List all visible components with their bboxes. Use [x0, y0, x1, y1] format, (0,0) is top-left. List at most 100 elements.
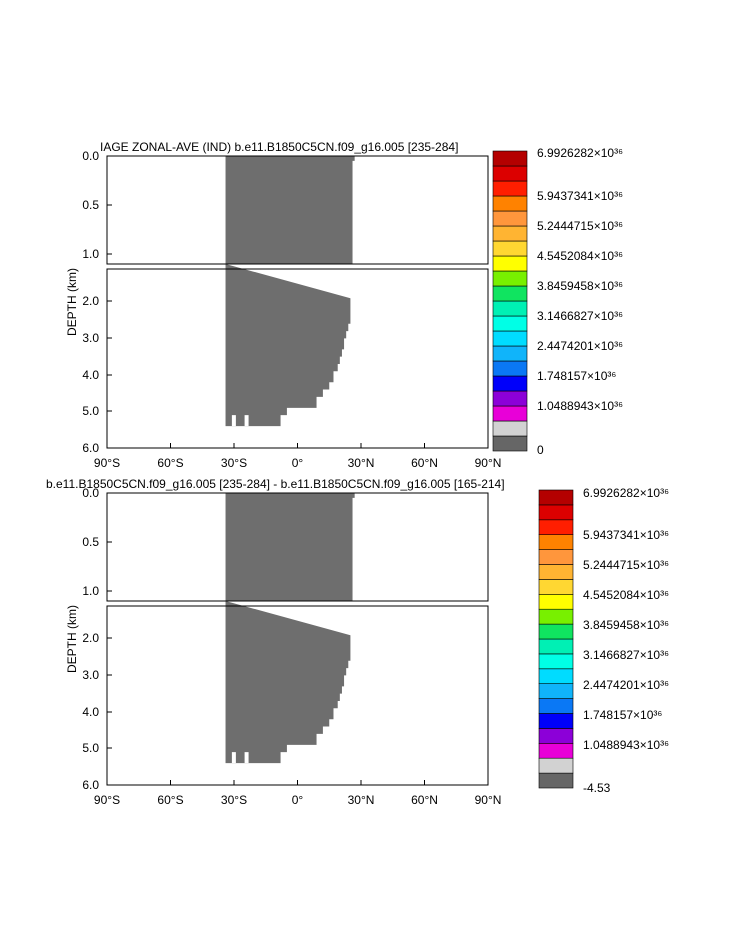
colorbar-box: [492, 315, 528, 332]
colorbar-box: [538, 593, 574, 610]
colorbar-box: [538, 653, 574, 670]
colorbar-box: [538, 519, 574, 535]
colorbar-label: 5.2444715×10³⁶: [537, 219, 623, 233]
panel-title: IAGE ZONAL-AVE (IND) b.e11.B1850C5CN.f09…: [100, 140, 458, 154]
y-ticks-lower: 2.0 3.0 4.0 5.0 6.0: [82, 631, 112, 792]
colorbar-box: [492, 195, 528, 212]
colorbar-box: [492, 180, 528, 197]
y-tick-label: 1.0: [82, 247, 99, 261]
colorbar-box: [492, 390, 528, 407]
bottom-notch: [231, 415, 236, 427]
y-tick-label: 5.0: [82, 741, 99, 755]
y-tick-label: 0.5: [82, 535, 99, 549]
colorbar-label: 0: [537, 443, 544, 457]
colorbar-box: [492, 150, 528, 167]
colorbar: [538, 489, 574, 789]
colorbar-label: 3.1466827×10³⁶: [583, 648, 669, 662]
colorbar-box: [492, 240, 528, 257]
colorbar-label: -4.53: [583, 781, 611, 795]
colorbar-box: [538, 713, 574, 729]
colorbar-label: 3.8459458×10³⁶: [583, 618, 669, 632]
x-tick-label: 90°N: [475, 793, 502, 807]
shaded-region-upper: [225, 156, 355, 264]
y-tick-label: 2.0: [82, 294, 99, 308]
x-tick-label: 0°: [292, 793, 304, 807]
colorbar-label: 1.748157×10³⁶: [537, 369, 616, 383]
x-tick-label: 30°N: [348, 456, 375, 470]
colorbar-box: [492, 435, 528, 452]
colorbar-box: [538, 742, 574, 759]
y-tick-label: 4.0: [82, 705, 99, 719]
colorbar-box: [538, 579, 574, 595]
colorbar-box: [492, 345, 528, 362]
x-tick-label: 60°N: [411, 793, 438, 807]
colorbar-box: [492, 255, 528, 272]
bottom-notch: [244, 415, 249, 427]
colorbar-box: [492, 360, 528, 377]
x-tick-label: 30°S: [221, 793, 247, 807]
colorbar-label: 1.0488943×10³⁶: [583, 738, 669, 752]
colorbar-box: [492, 420, 528, 437]
panel-top: IAGE ZONAL-AVE (IND) b.e11.B1850C5CN.f09…: [65, 140, 623, 470]
y-tick-label: 3.0: [82, 331, 99, 345]
x-ticks: 90°S 60°S 30°S 0° 30°N 60°N 90°N: [94, 443, 501, 470]
x-tick-label: 90°S: [94, 793, 120, 807]
y-tick-label: 5.0: [82, 404, 99, 418]
colorbar-label: 1.748157×10³⁶: [583, 708, 662, 722]
y-tick-label: 2.0: [82, 631, 99, 645]
colorbar-box: [538, 504, 574, 521]
colorbar-box: [538, 668, 574, 684]
panel-bottom: b.e11.B1850C5CN.f09_g16.005 [235-284] - …: [46, 477, 669, 807]
y-tick-label: 0.5: [82, 198, 99, 212]
colorbar-label: 4.5452084×10³⁶: [537, 249, 623, 263]
x-tick-label: 90°N: [475, 456, 502, 470]
y-tick-label: 6.0: [82, 441, 99, 455]
colorbar-box: [492, 375, 528, 392]
colorbar-labels: 6.9926282×10³⁶ 5.9437341×10³⁶ 5.2444715×…: [583, 486, 669, 795]
y-ticks-upper: 0.0 0.5 1.0: [82, 486, 112, 598]
colorbar-box: [492, 225, 528, 242]
colorbar-box: [492, 285, 528, 302]
colorbar-box: [538, 683, 574, 699]
shaded-area: [225, 601, 351, 764]
y-tick-label: 4.0: [82, 368, 99, 382]
y-axis-label: DEPTH (km): [65, 605, 79, 673]
x-tick-label: 30°N: [348, 793, 375, 807]
colorbar-box: [538, 772, 574, 789]
colorbar-box: [538, 757, 574, 774]
colorbar-label: 5.2444715×10³⁶: [583, 558, 669, 572]
colorbar-box: [538, 564, 574, 580]
colorbar-label: 1.0488943×10³⁶: [537, 399, 623, 413]
colorbar: [492, 150, 528, 452]
y-axis-label: DEPTH (km): [65, 268, 79, 336]
colorbar-label: 2.4474201×10³⁶: [583, 678, 669, 692]
y-tick-label: 1.0: [82, 584, 99, 598]
y-tick-label: 0.0: [82, 149, 99, 163]
colorbar-label: 5.9437341×10³⁶: [537, 189, 623, 203]
bottom-notch: [231, 752, 236, 764]
x-tick-label: 90°S: [94, 456, 120, 470]
bottom-notch: [244, 752, 249, 764]
colorbar-box: [538, 549, 574, 565]
shaded-region-lower: [225, 601, 351, 764]
shaded-region-lower: [225, 264, 351, 427]
y-ticks-lower: 2.0 3.0 4.0 5.0 6.0: [82, 294, 112, 455]
shaded-area: [225, 264, 351, 427]
x-tick-label: 60°S: [157, 793, 183, 807]
x-tick-label: 30°S: [221, 456, 247, 470]
y-tick-label: 0.0: [82, 486, 99, 500]
colorbar-label: 3.8459458×10³⁶: [537, 279, 623, 293]
colorbar-box: [538, 623, 574, 640]
plot-frame-upper: [106, 492, 489, 602]
colorbar-label: 6.9926282×10³⁶: [537, 146, 623, 160]
colorbar-box: [492, 270, 528, 287]
colorbar-box: [492, 330, 528, 347]
x-tick-label: 0°: [292, 456, 304, 470]
shaded-region-upper: [225, 493, 355, 601]
y-tick-label: 6.0: [82, 778, 99, 792]
colorbar-box: [538, 608, 574, 625]
colorbar-labels: 6.9926282×10³⁶ 5.9437341×10³⁶ 5.2444715×…: [537, 146, 623, 457]
colorbar-box: [538, 534, 574, 550]
y-tick-label: 3.0: [82, 668, 99, 682]
